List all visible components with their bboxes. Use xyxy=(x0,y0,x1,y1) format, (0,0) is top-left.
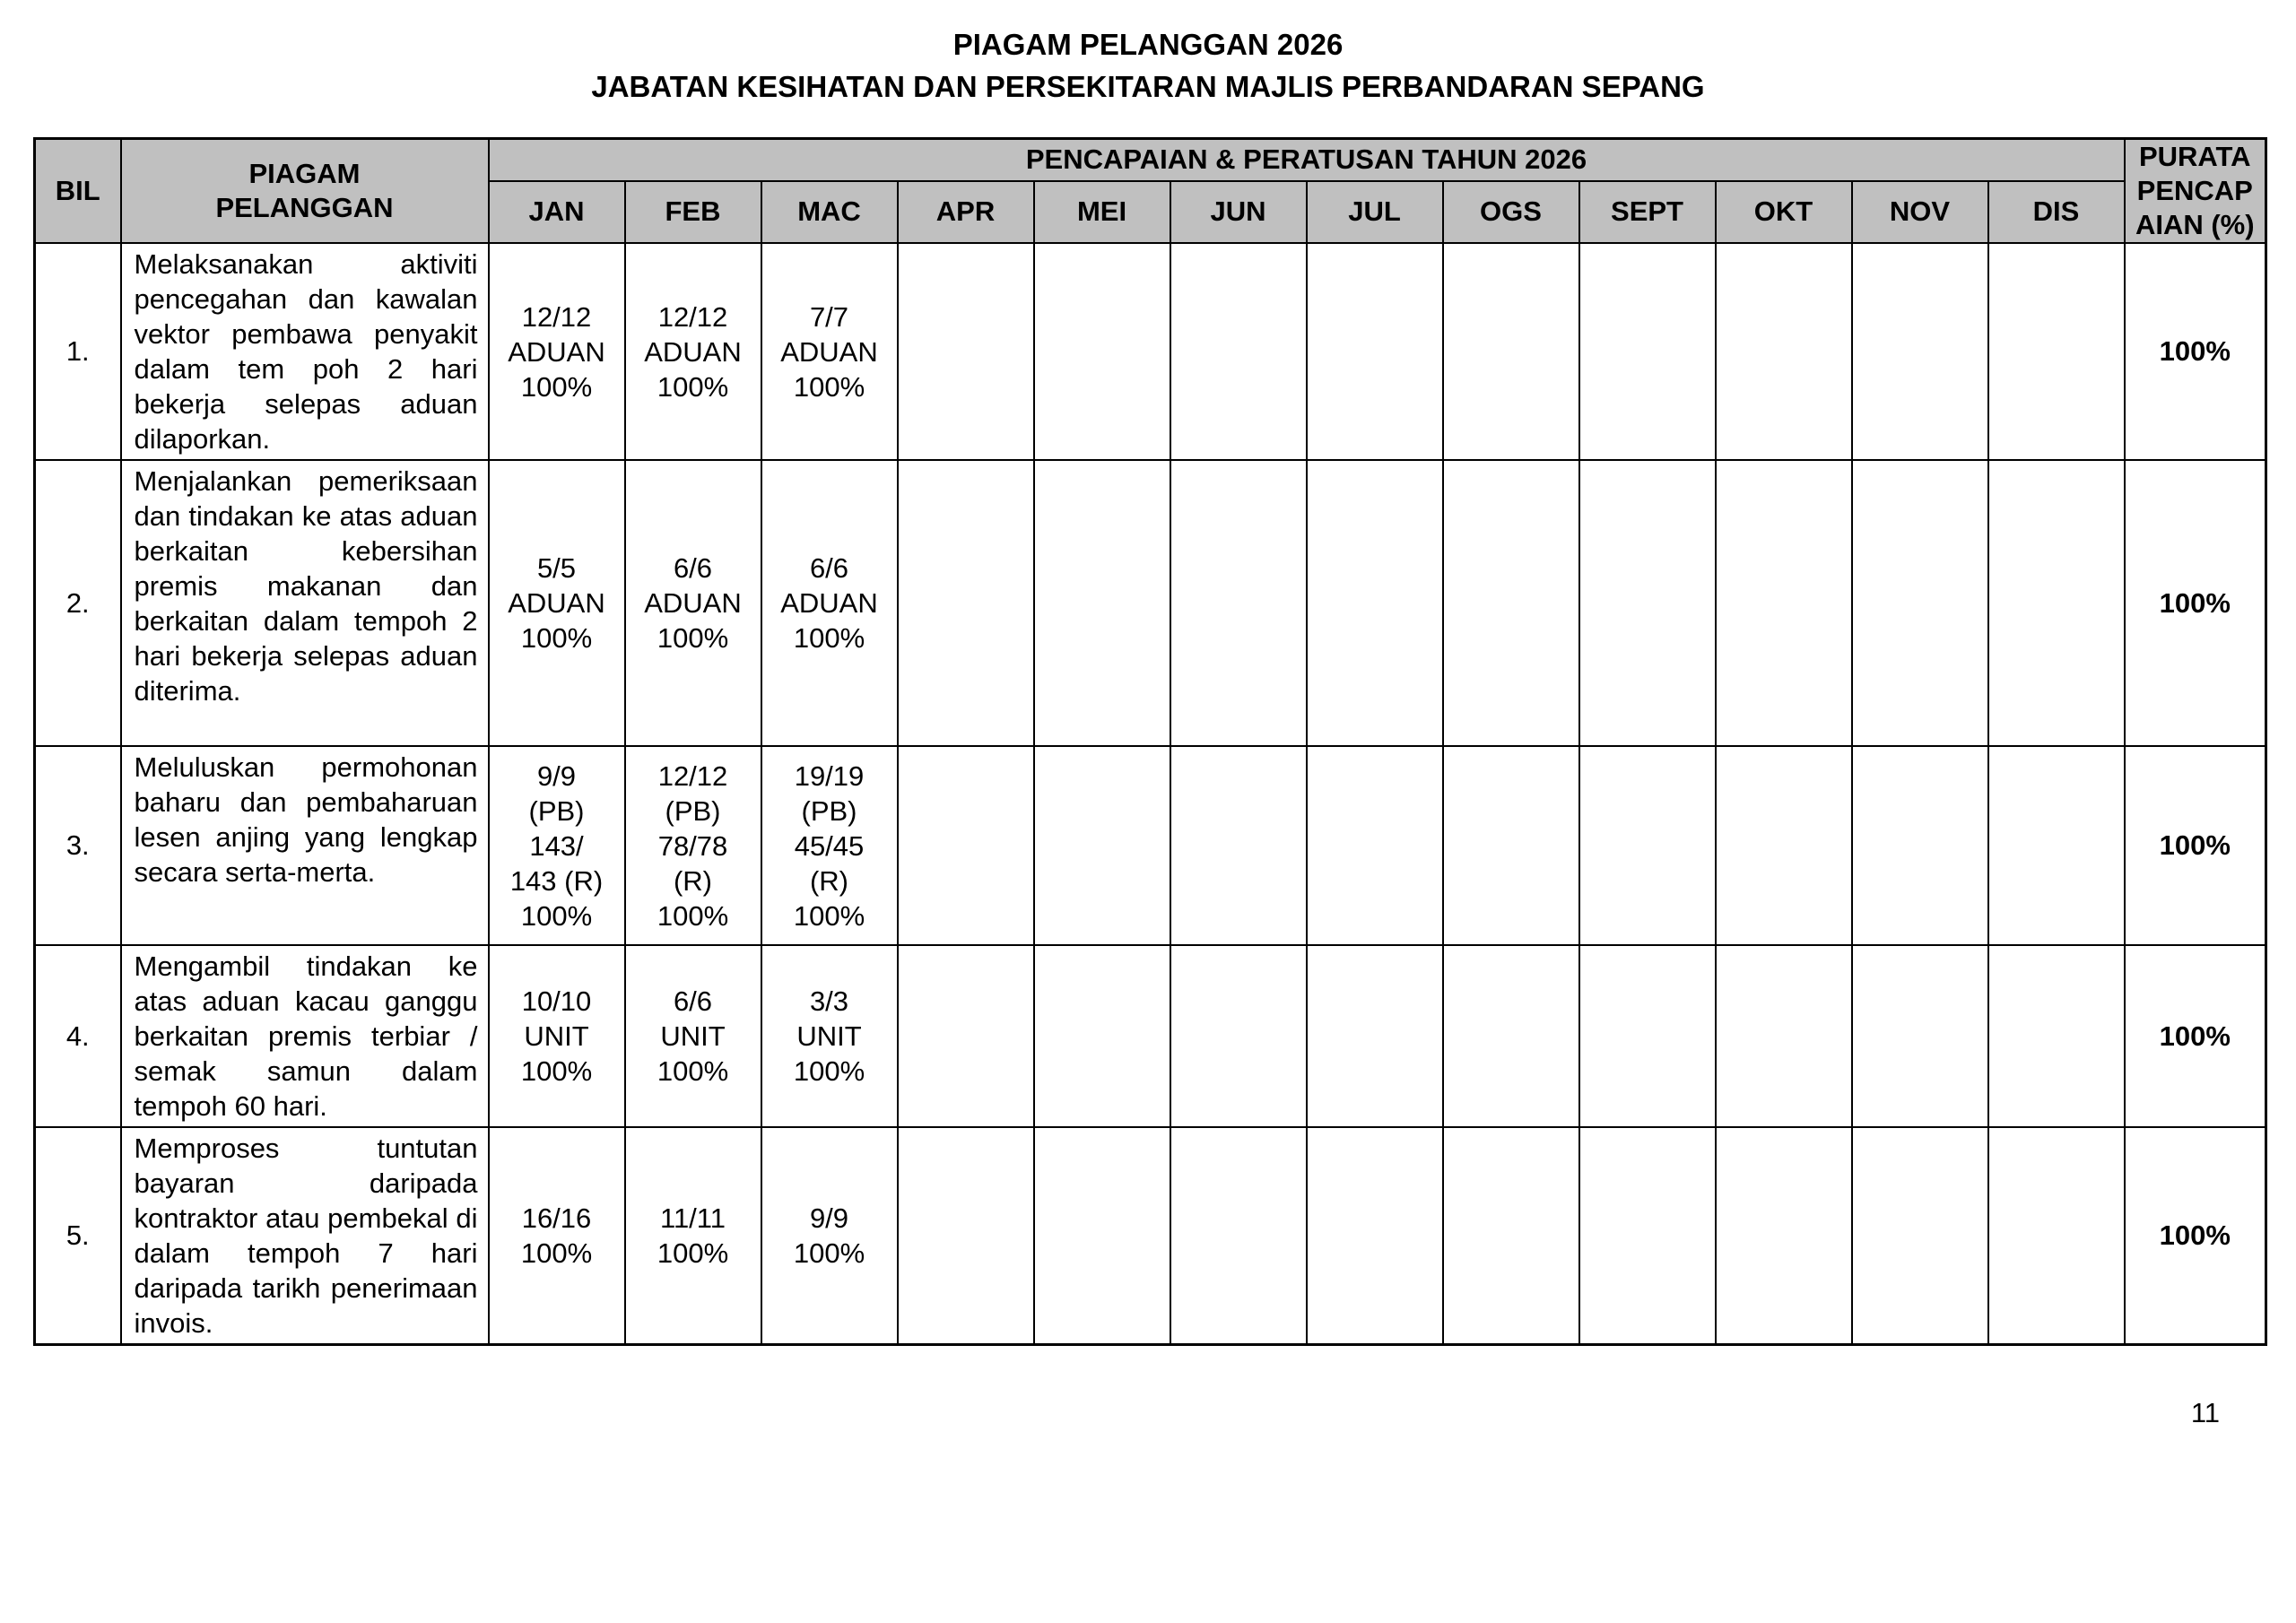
month-value-cell xyxy=(1169,944,1308,1128)
purata-value-cell: 100% xyxy=(2123,242,2267,461)
col-header-month-nov: NOV xyxy=(1850,179,1989,245)
piagam-pelanggan-table: BIL PIAGAM PELANGGAN PENCAPAIAN & PERATU… xyxy=(33,137,2268,1346)
month-value-cell xyxy=(1578,944,1717,1128)
month-value-cell: 12/12 (PB) 78/78 (R) 100% xyxy=(623,745,762,946)
month-value-cell xyxy=(1441,242,1580,461)
month-value-cell xyxy=(1850,242,1989,461)
month-value-cell xyxy=(1714,944,1853,1128)
month-value-cell xyxy=(1987,944,2126,1128)
month-value-cell xyxy=(1032,1126,1171,1346)
table-row: 2. Menjalankan pemeriksaan dan tindakan … xyxy=(33,459,2267,747)
col-header-month-ogs: OGS xyxy=(1441,179,1580,245)
month-value-cell xyxy=(1714,1126,1853,1346)
month-value-cell xyxy=(1714,242,1853,461)
month-value-cell xyxy=(1169,745,1308,946)
col-header-month-feb: FEB xyxy=(623,179,762,245)
month-value-cell: 6/6 ADUAN 100% xyxy=(760,459,899,747)
month-value-cell xyxy=(1578,242,1717,461)
month-value-cell xyxy=(1578,459,1717,747)
month-value-cell xyxy=(1032,944,1171,1128)
month-value-cell xyxy=(1305,745,1444,946)
purata-value-cell: 100% xyxy=(2123,745,2267,946)
month-value-cell: 7/7 ADUAN 100% xyxy=(760,242,899,461)
month-value-cell: 16/16 100% xyxy=(487,1126,626,1346)
table-row: 5. Memproses tuntutan bayaran daripada k… xyxy=(33,1126,2267,1346)
month-value-cell xyxy=(1850,944,1989,1128)
table-row: 4. Mengambil tindakan ke atas aduan kaca… xyxy=(33,944,2267,1128)
col-header-month-jun: JUN xyxy=(1169,179,1308,245)
month-value-cell: 12/12 ADUAN 100% xyxy=(487,242,626,461)
month-value-cell xyxy=(896,745,1035,946)
month-value-cell xyxy=(1850,1126,1989,1346)
col-header-pencapaian: PENCAPAIAN & PERATUSAN TAHUN 2026 xyxy=(487,137,2126,182)
month-value-cell: 12/12 ADUAN 100% xyxy=(623,242,762,461)
month-value-cell xyxy=(1305,242,1444,461)
month-value-cell xyxy=(1987,1126,2126,1346)
charter-description-cell: Mengambil tindakan ke atas aduan kacau g… xyxy=(119,944,490,1128)
col-header-month-mei: MEI xyxy=(1032,179,1171,245)
col-header-purata: PURATA PENCAP AIAN (%) xyxy=(2123,137,2267,244)
month-value-cell: 9/9 (PB) 143/ 143 (R) 100% xyxy=(487,745,626,946)
month-value-cell xyxy=(1441,944,1580,1128)
month-value-cell: 3/3 UNIT 100% xyxy=(760,944,899,1128)
month-value-cell xyxy=(896,242,1035,461)
month-value-cell xyxy=(1169,242,1308,461)
month-value-cell xyxy=(896,944,1035,1128)
col-header-month-sept: SEPT xyxy=(1578,179,1717,245)
month-value-cell xyxy=(1305,459,1444,747)
month-value-cell xyxy=(1032,745,1171,946)
bil-cell: 2. xyxy=(33,459,122,747)
month-value-cell: 19/19 (PB) 45/45 (R) 100% xyxy=(760,745,899,946)
purata-value-cell: 100% xyxy=(2123,459,2267,747)
charter-description-cell: Meluluskan permohonan baharu dan pembaha… xyxy=(119,745,490,946)
purata-value-cell: 100% xyxy=(2123,944,2267,1128)
month-value-cell xyxy=(1305,944,1444,1128)
col-header-month-okt: OKT xyxy=(1714,179,1853,245)
month-value-cell xyxy=(1850,459,1989,747)
col-header-month-dis: DIS xyxy=(1987,179,2126,245)
month-value-cell xyxy=(1850,745,1989,946)
month-value-cell: 6/6 UNIT 100% xyxy=(623,944,762,1128)
month-value-cell: 9/9 100% xyxy=(760,1126,899,1346)
purata-value-cell: 100% xyxy=(2123,1126,2267,1346)
month-value-cell xyxy=(1305,1126,1444,1346)
page-number: 11 xyxy=(2190,1397,2220,1428)
month-value-cell xyxy=(1987,459,2126,747)
col-header-piagam: PIAGAM PELANGGAN xyxy=(119,137,490,244)
col-header-month-mac: MAC xyxy=(760,179,899,245)
month-value-cell xyxy=(1714,459,1853,747)
bil-cell: 1. xyxy=(33,242,122,461)
month-value-cell xyxy=(896,459,1035,747)
col-header-bil: BIL xyxy=(33,137,122,244)
month-value-cell xyxy=(1578,1126,1717,1346)
month-value-cell xyxy=(1441,459,1580,747)
month-value-cell: 5/5 ADUAN 100% xyxy=(487,459,626,747)
month-value-cell xyxy=(1578,745,1717,946)
bil-cell: 3. xyxy=(33,745,122,946)
page-title: PIAGAM PELANGGAN 2026 JABATAN KESIHATAN … xyxy=(591,28,1705,103)
month-value-cell: 10/10 UNIT 100% xyxy=(487,944,626,1128)
month-value-cell: 6/6 ADUAN 100% xyxy=(623,459,762,747)
col-header-month-jan: JAN xyxy=(487,179,626,245)
col-header-month-apr: APR xyxy=(896,179,1035,245)
month-value-cell xyxy=(1441,745,1580,946)
table-row: 1. Melaksanakan aktiviti pencegahan dan … xyxy=(33,242,2267,461)
charter-description-cell: Menjalankan pemeriksaan dan tindakan ke … xyxy=(119,459,490,747)
month-value-cell xyxy=(1169,459,1308,747)
bil-cell: 5. xyxy=(33,1126,122,1346)
month-value-cell: 11/11 100% xyxy=(623,1126,762,1346)
month-value-cell xyxy=(896,1126,1035,1346)
month-value-cell xyxy=(1169,1126,1308,1346)
charter-description-cell: Melaksanakan aktiviti pencegahan dan kaw… xyxy=(119,242,490,461)
month-value-cell xyxy=(1987,745,2126,946)
month-value-cell xyxy=(1441,1126,1580,1346)
charter-description-cell: Memproses tuntutan bayaran daripada kont… xyxy=(119,1126,490,1346)
bil-cell: 4. xyxy=(33,944,122,1128)
month-value-cell xyxy=(1032,459,1171,747)
month-value-cell xyxy=(1032,242,1171,461)
month-value-cell xyxy=(1714,745,1853,946)
col-header-month-jul: JUL xyxy=(1305,179,1444,245)
month-value-cell xyxy=(1987,242,2126,461)
table-row: 3. Meluluskan permohonan baharu dan pemb… xyxy=(33,745,2267,946)
